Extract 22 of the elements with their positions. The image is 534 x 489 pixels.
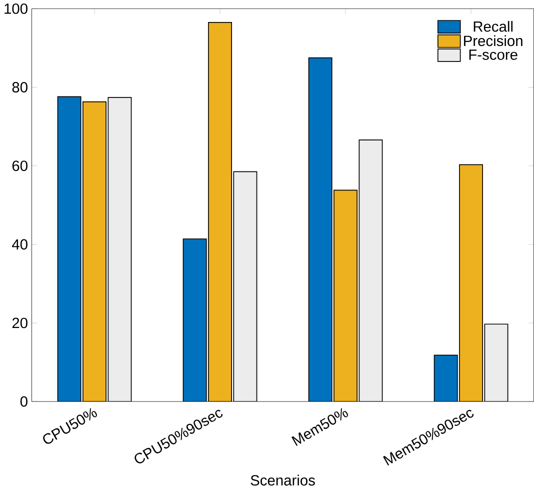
bar [484,324,508,402]
legend-label: Precision [464,35,522,46]
bar [334,190,358,402]
y-tick-label: 0 [20,396,28,407]
bar [108,97,132,402]
x-axis-title: Scenarios [250,474,315,486]
y-tick-label: 60 [12,160,28,172]
bar [208,22,232,402]
legend-label: Recall [474,20,513,32]
bar [459,164,484,402]
bar [82,101,106,402]
y-tick-label: 100 [4,3,28,14]
bar [182,238,207,402]
y-tick-label: 40 [12,239,28,250]
bar [233,171,258,402]
bar [434,354,458,402]
y-tick-label: 20 [12,318,28,328]
legend-label: F-score [469,50,518,60]
bar [358,139,383,402]
bar [308,57,332,402]
y-tick-label: 80 [12,82,28,92]
bar [57,96,82,402]
